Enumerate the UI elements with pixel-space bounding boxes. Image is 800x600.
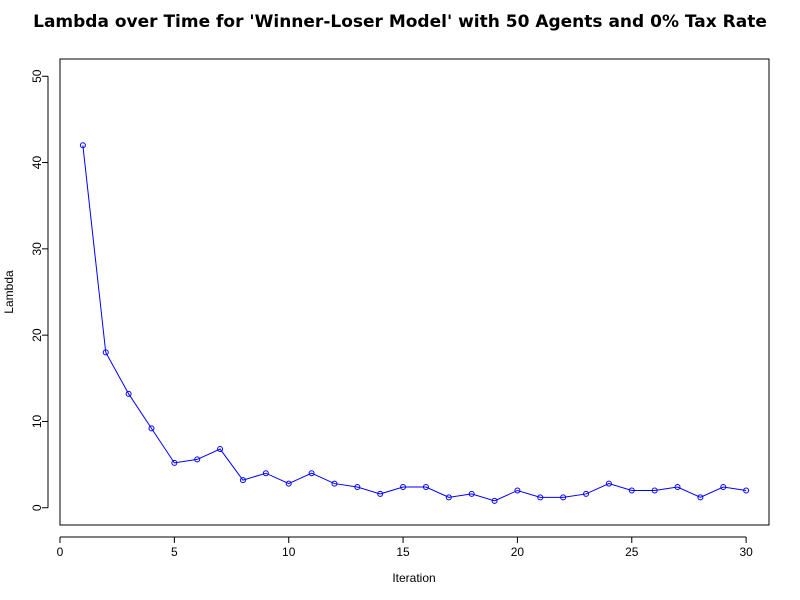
- data-point: [422, 484, 429, 491]
- x-tick-label: 20: [511, 545, 525, 559]
- y-tick-label: 20: [30, 328, 44, 342]
- data-point: [354, 484, 361, 491]
- data-point: [262, 470, 269, 477]
- y-tick-label: 50: [30, 69, 44, 83]
- data-point: [605, 480, 612, 487]
- plot-frame: [59, 58, 770, 526]
- data-point: [285, 480, 292, 487]
- x-tick-label: 5: [171, 545, 178, 559]
- data-series: [79, 142, 750, 504]
- chart-title: Lambda over Time for 'Winner-Loser Model…: [33, 12, 767, 32]
- data-point: [217, 446, 224, 453]
- y-axis: 0 10 20 30 40 50: [30, 69, 49, 511]
- x-axis-title: Iteration: [392, 571, 435, 585]
- y-tick-label: 30: [30, 242, 44, 256]
- y-axis-title: Lambda: [2, 270, 16, 314]
- data-point: [651, 487, 658, 494]
- y-tick-label: 10: [30, 414, 44, 428]
- data-point: [720, 484, 727, 491]
- x-tick-label: 10: [282, 545, 296, 559]
- data-point: [743, 487, 750, 494]
- series-line: [82, 145, 747, 502]
- data-point: [400, 484, 407, 491]
- data-point: [491, 497, 498, 504]
- data-point: [537, 494, 544, 501]
- x-tick-label: 25: [625, 545, 639, 559]
- data-point: [148, 425, 155, 432]
- y-tick-label: 0: [30, 504, 44, 511]
- data-point: [628, 487, 635, 494]
- x-tick-label: 15: [396, 545, 410, 559]
- data-point: [445, 494, 452, 501]
- data-point: [560, 494, 567, 501]
- data-point: [194, 456, 201, 463]
- data-point: [377, 490, 384, 497]
- data-point: [308, 470, 315, 477]
- data-point: [697, 494, 704, 501]
- y-tick-label: 40: [30, 156, 44, 170]
- data-point: [583, 490, 590, 497]
- data-point: [514, 487, 521, 494]
- data-point: [239, 477, 246, 484]
- x-tick-label: 0: [57, 545, 64, 559]
- x-axis: 0 5 10 15 20 25 30: [57, 536, 753, 559]
- data-point: [102, 349, 109, 356]
- data-point: [331, 480, 338, 487]
- data-point: [468, 490, 475, 497]
- data-point: [125, 390, 132, 397]
- data-point: [674, 484, 681, 491]
- x-tick-label: 30: [739, 545, 753, 559]
- data-point: [171, 459, 178, 466]
- data-point: [79, 142, 86, 149]
